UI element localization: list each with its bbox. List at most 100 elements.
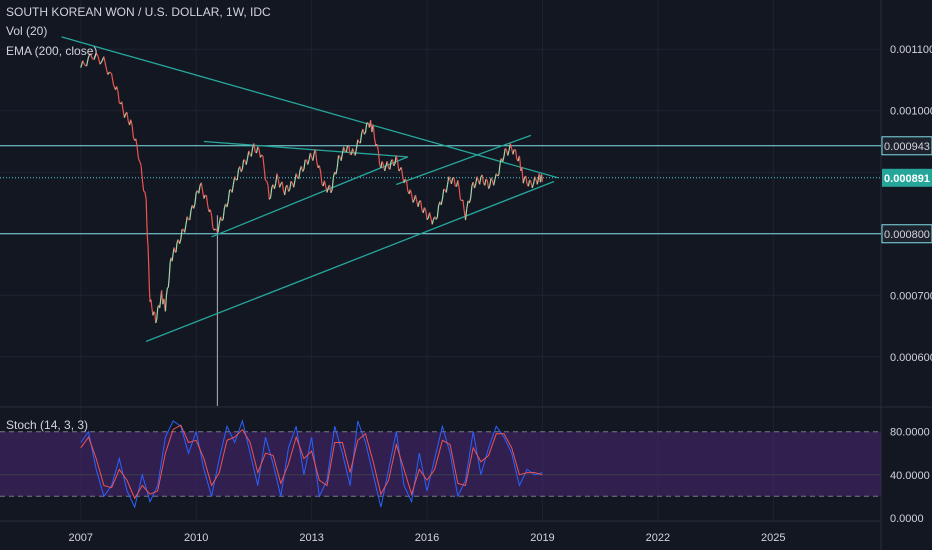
price-segment	[393, 163, 396, 167]
price-segment	[391, 159, 395, 166]
price-segment	[466, 200, 469, 209]
price-segment	[435, 217, 438, 220]
price-segment	[147, 247, 150, 267]
price-segment	[300, 166, 304, 172]
price-segment	[130, 119, 133, 126]
price-segment	[417, 201, 420, 207]
price-segment	[267, 185, 270, 200]
price-segment	[269, 187, 273, 198]
price-segment	[498, 163, 501, 175]
time-axis-label: 2019	[530, 532, 554, 544]
price-segment	[326, 187, 329, 193]
price-segment	[425, 210, 428, 220]
price-segment	[168, 261, 171, 277]
price-segment	[431, 219, 435, 225]
price-segment	[146, 223, 149, 239]
price-segment	[309, 152, 313, 158]
price-segment	[538, 173, 541, 181]
price-segment	[404, 178, 407, 181]
price-segment	[167, 276, 170, 288]
price-segment	[532, 176, 536, 185]
price-segment	[398, 168, 401, 172]
price-segment	[486, 180, 490, 189]
price-segment	[97, 56, 101, 65]
price-segment	[171, 253, 174, 262]
price-segment	[497, 174, 500, 177]
price-segment	[470, 185, 473, 199]
price-segment	[429, 212, 432, 219]
price-segment	[318, 165, 322, 172]
price-segment	[343, 146, 346, 152]
price-segment	[109, 71, 112, 75]
time-axis-label: 2025	[761, 532, 785, 544]
price-segment	[368, 125, 371, 128]
price-segment	[531, 183, 535, 189]
price-segment	[263, 168, 267, 181]
price-segment	[420, 200, 423, 210]
price-segment	[103, 56, 107, 67]
price-segment	[409, 189, 413, 195]
price-segment	[273, 183, 277, 189]
price-segment	[173, 247, 176, 253]
price-segment	[298, 169, 301, 179]
price-segment	[488, 185, 491, 189]
price-segment	[340, 153, 343, 161]
price-segment	[160, 290, 163, 298]
price-segment	[95, 52, 99, 57]
price-segment	[227, 190, 231, 202]
price-segment	[352, 148, 355, 153]
price-segment	[250, 147, 254, 157]
stoch-k-line	[80, 419, 543, 509]
price-segment	[143, 190, 146, 193]
price-segment	[314, 149, 318, 162]
price-segment	[257, 146, 260, 150]
price-segment	[504, 147, 508, 151]
stoch-axis-label: 40.0000	[890, 470, 930, 482]
price-segment	[405, 180, 409, 191]
price-segment	[186, 216, 190, 220]
level-price-label: 0.000943	[884, 141, 930, 153]
price-segment	[473, 183, 477, 189]
price-segment	[445, 184, 449, 193]
price-segment	[189, 209, 192, 220]
price-axis-label: 0.001100	[890, 44, 932, 56]
price-segment	[331, 177, 335, 190]
price-segment	[332, 171, 336, 178]
price-segment	[164, 295, 167, 312]
price-segment	[175, 243, 178, 253]
price-segment	[395, 155, 399, 162]
price-segment	[135, 138, 138, 148]
price-segment	[148, 266, 150, 290]
price-segment	[525, 175, 528, 185]
price-segment	[357, 139, 360, 143]
price-segment	[502, 156, 505, 162]
price-segment	[446, 176, 450, 185]
price-segment	[121, 101, 124, 111]
price-segment	[236, 169, 240, 180]
price-segment	[412, 199, 415, 203]
price-segment	[520, 169, 522, 172]
price-segment	[123, 113, 127, 118]
trendline	[396, 134, 532, 186]
price-segment	[162, 299, 165, 305]
price-segment	[522, 177, 526, 184]
price-segment	[266, 180, 269, 186]
price-segment	[277, 179, 281, 188]
price-segment	[436, 205, 440, 218]
price-segment	[440, 199, 444, 206]
price-segment	[139, 161, 142, 166]
price-segment	[377, 150, 381, 165]
price-segment	[262, 156, 265, 169]
price-segment	[503, 148, 506, 157]
price-axis-label: 0.001000	[890, 106, 932, 118]
price-segment	[253, 143, 256, 152]
trendline	[145, 180, 555, 343]
trendline	[203, 140, 408, 158]
price-segment	[217, 223, 220, 233]
price-segment	[303, 159, 306, 170]
price-segment	[335, 167, 338, 175]
time-axis-label: 2016	[415, 532, 439, 544]
price-segment	[389, 161, 392, 170]
